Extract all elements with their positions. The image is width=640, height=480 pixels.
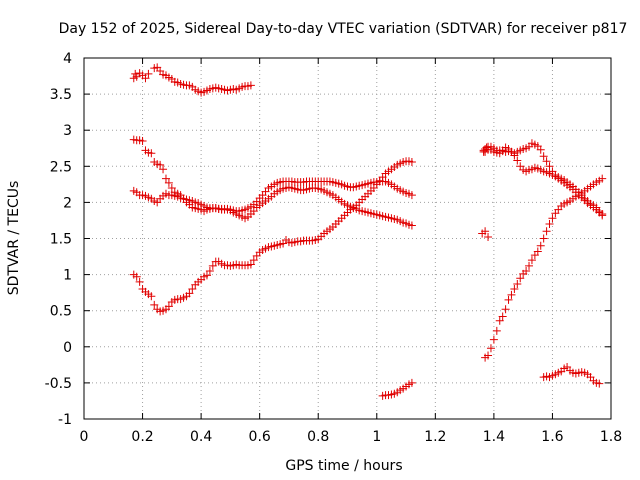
y-tick-label: 1.5 [50,232,72,248]
data-point [161,174,170,183]
x-tick-label: 0.4 [190,429,212,445]
data-point [507,290,516,299]
data-point [132,272,141,281]
data-point [147,149,156,158]
data-point [598,211,607,220]
x-tick-label: 1.4 [483,429,505,445]
axis-ticks [83,57,612,420]
series-s10 [539,363,604,388]
data-point [246,81,255,90]
data-point [595,379,604,388]
data-points [129,63,607,400]
data-point [407,378,416,387]
data-point [598,174,607,183]
x-tick-label: 1.6 [541,429,563,445]
data-point [542,157,551,166]
y-tick-label: 0 [63,340,72,356]
data-point [513,156,522,165]
x-tick-label: 0.8 [307,429,329,445]
x-tick-label: 1 [372,429,381,445]
data-point [533,247,542,256]
x-tick-label: 0.2 [131,429,153,445]
y-tick-labels: -1 -0.5 0 0.5 1 1.5 2 2.5 3 3.5 4 [45,51,72,428]
data-point [484,233,493,242]
data-point [522,266,531,275]
data-point [542,227,551,236]
data-point [504,295,513,304]
y-tick-label: 1 [63,268,72,284]
series-s7 [479,139,607,220]
chart-title: Day 152 of 2025, Sidereal Day-to-day VTE… [59,21,628,37]
data-point [407,157,416,166]
series-s8 [478,227,493,242]
data-point [185,289,194,298]
data-point [208,261,217,270]
y-tick-label: -0.5 [45,376,72,392]
data-point [164,178,173,187]
data-point [188,285,197,294]
data-point [498,312,507,321]
data-point [150,300,159,309]
x-tick-label: 1.2 [424,429,446,445]
data-point [513,279,522,288]
data-point [147,292,156,301]
y-tick-label: 4 [63,51,72,67]
data-point [156,160,165,169]
x-tick-label: 1.8 [600,429,622,445]
data-point [539,152,548,161]
grid-lines [84,58,611,419]
data-point [205,266,214,275]
data-point [484,351,493,360]
y-tick-label: 0.5 [50,304,72,320]
data-point [138,137,147,146]
y-tick-label: 3.5 [50,87,72,103]
x-axis-label: GPS time / hours [285,458,402,474]
data-point [516,274,525,283]
data-point [492,326,501,335]
data-point [167,183,176,192]
data-point [481,227,490,236]
data-point [536,145,545,154]
series-s1 [129,63,255,97]
y-tick-label: 2.5 [50,159,72,175]
data-point [495,316,504,325]
data-point [510,285,519,294]
y-tick-label: 2 [63,195,72,211]
data-point [536,241,545,250]
x-tick-labels: 0 0.2 0.4 0.6 0.8 1 1.2 1.4 1.6 1.8 [80,429,623,445]
data-point [249,256,258,265]
data-point [527,256,536,265]
series-s4 [129,157,416,316]
data-point [548,214,557,223]
data-point [135,277,144,286]
data-point [246,260,255,269]
data-point [144,69,153,78]
series-s3 [129,177,416,216]
y-tick-label: -1 [58,412,72,428]
series-s5 [378,378,416,400]
data-point [202,271,211,280]
y-tick-label: 3 [63,123,72,139]
data-point [525,261,534,270]
data-point [545,162,554,171]
data-point [141,74,150,83]
data-point [489,335,498,344]
data-point [501,305,510,314]
data-point [539,234,548,243]
data-point [407,221,416,230]
x-tick-label: 0 [80,429,89,445]
series-s9 [481,174,607,362]
data-point [407,191,416,200]
data-point [486,344,495,353]
x-tick-label: 0.6 [249,429,271,445]
data-point [545,220,554,229]
data-point [164,302,173,311]
y-axis-label: SDTVAR / TECUs [6,181,22,296]
data-point [159,165,168,174]
data-point [482,143,491,152]
plot-frame [83,57,612,420]
